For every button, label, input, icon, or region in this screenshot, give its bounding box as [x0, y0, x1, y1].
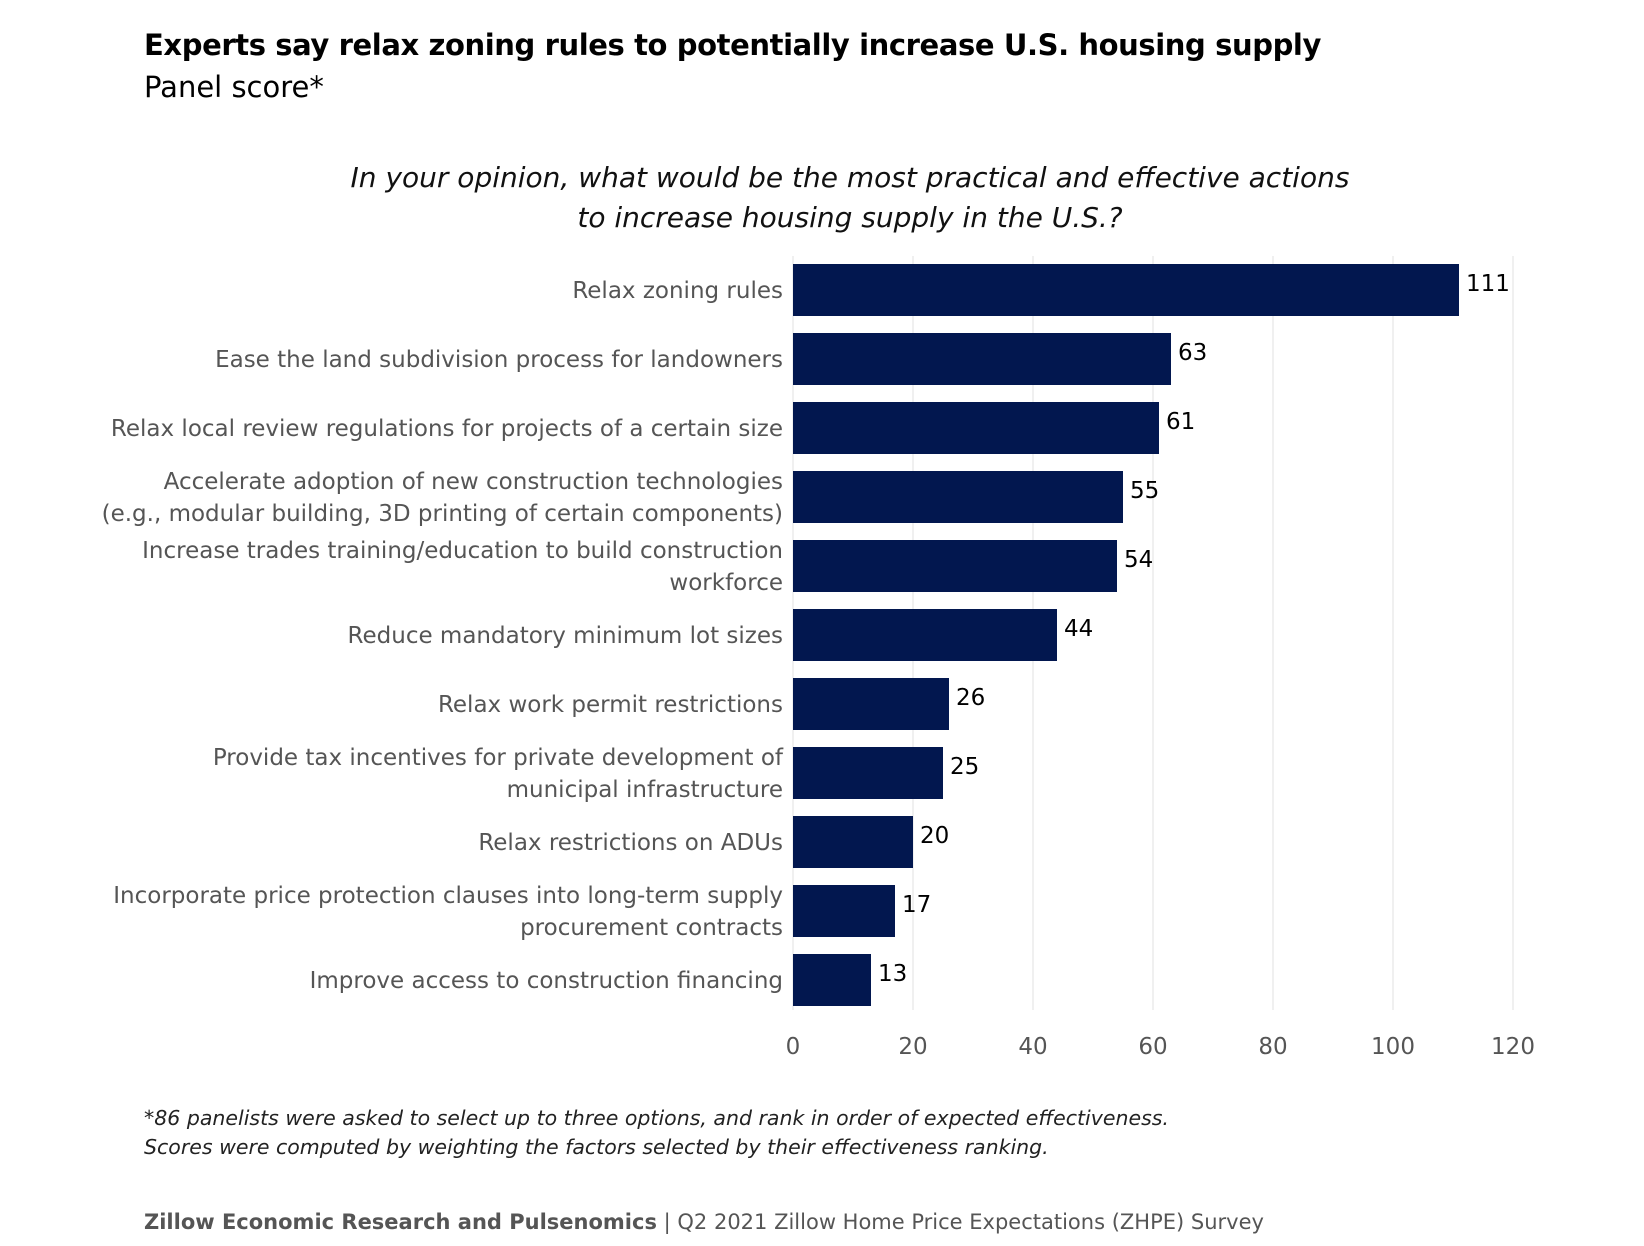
- category-label: Incorporate price protection clauses int…: [113, 883, 783, 909]
- value-label: 54: [1124, 547, 1153, 573]
- value-label: 17: [902, 892, 931, 918]
- x-tick-label: 60: [1138, 1034, 1167, 1060]
- bar: [793, 954, 871, 1006]
- category-label: Ease the land subdivision process for la…: [215, 347, 783, 373]
- category-label: Relax work permit restrictions: [438, 692, 783, 718]
- footnote-line-2: Scores were computed by weighting the fa…: [144, 1135, 1049, 1159]
- survey-question: In your opinion, what would be the most …: [0, 158, 1644, 238]
- value-label: 61: [1166, 409, 1195, 435]
- chart-subtitle: Panel score*: [144, 70, 324, 104]
- value-label: 55: [1130, 478, 1159, 504]
- bar: [793, 885, 895, 937]
- category-label: workforce: [669, 570, 783, 596]
- source-credit: Zillow Economic Research and Pulsenomics…: [144, 1210, 1264, 1234]
- bar: [793, 609, 1057, 661]
- value-label: 26: [956, 685, 985, 711]
- x-tick-label: 120: [1491, 1034, 1535, 1060]
- bar: [793, 333, 1171, 385]
- category-label: Reduce mandatory minimum lot sizes: [348, 623, 783, 649]
- x-tick-label: 100: [1371, 1034, 1415, 1060]
- category-labels: Relax zoning rules Ease the land subdivis…: [102, 278, 784, 994]
- value-label: 63: [1178, 340, 1207, 366]
- value-label: 13: [878, 961, 907, 987]
- x-tick-label: 40: [1018, 1034, 1047, 1060]
- category-label: (e.g., modular building, 3D printing of …: [102, 501, 783, 527]
- source-separator: |: [656, 1210, 678, 1234]
- bar: [793, 540, 1117, 592]
- bar: [793, 678, 949, 730]
- bar: [793, 264, 1459, 316]
- category-label: procurement contracts: [520, 915, 783, 941]
- value-labels: 111 63 61 55 54 44 26 25 20 17 13: [878, 271, 1510, 987]
- category-label: Accelerate adoption of new construction …: [164, 469, 783, 495]
- bar-chart: Relax zoning rules Ease the land subdivis…: [102, 256, 1535, 1060]
- category-label: Relax restrictions on ADUs: [478, 830, 783, 856]
- value-label: 111: [1466, 271, 1510, 297]
- category-label: Increase trades training/education to bu…: [142, 538, 783, 564]
- source-survey: Q2 2021 Zillow Home Price Expectations (…: [677, 1210, 1264, 1234]
- survey-question-line-1: In your opinion, what would be the most …: [350, 161, 1350, 194]
- bar: [793, 747, 943, 799]
- x-tick-label: 0: [786, 1034, 801, 1060]
- x-tick-label: 20: [898, 1034, 927, 1060]
- category-label: municipal infrastructure: [507, 777, 783, 803]
- footnote-line-1: *86 panelists were asked to select up to…: [144, 1106, 1169, 1130]
- value-label: 44: [1064, 616, 1093, 642]
- category-label: Provide tax incentives for private devel…: [213, 745, 784, 771]
- bars: [793, 264, 1459, 1006]
- bar: [793, 471, 1123, 523]
- x-tick-label: 80: [1258, 1034, 1287, 1060]
- category-label: Relax local review regulations for proje…: [111, 416, 783, 442]
- bar: [793, 816, 913, 868]
- category-label: Improve access to construction financing: [310, 968, 783, 994]
- category-label: Relax zoning rules: [572, 278, 783, 304]
- chart-title: Experts say relax zoning rules to potent…: [144, 28, 1321, 62]
- value-label: 25: [950, 754, 979, 780]
- bar: [793, 402, 1159, 454]
- source-org: Zillow Economic Research and Pulsenomics: [144, 1210, 657, 1234]
- footnote: *86 panelists were asked to select up to…: [144, 1104, 1169, 1162]
- value-label: 20: [920, 823, 949, 849]
- x-axis-ticks: 0 20 40 60 80 100 120: [786, 1034, 1535, 1060]
- survey-question-line-2: to increase housing supply in the U.S.?: [577, 201, 1123, 234]
